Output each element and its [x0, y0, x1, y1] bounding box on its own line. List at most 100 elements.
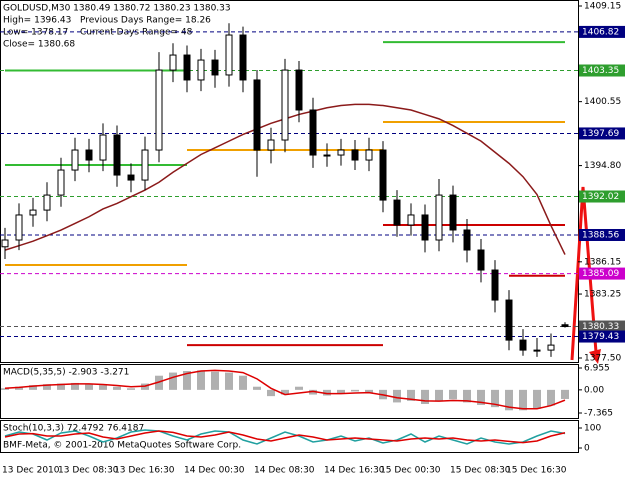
macd-bar: [155, 375, 163, 390]
level-box: [579, 228, 625, 241]
level-box: [579, 190, 625, 203]
macd-bar: [169, 372, 177, 390]
candle-body: [323, 154, 331, 157]
macd-bar: [225, 372, 233, 390]
macd-bar: [337, 389, 345, 393]
macd-bar: [449, 389, 457, 400]
candle-body: [113, 134, 121, 176]
macd-bar: [43, 384, 51, 390]
macd-bar: [435, 389, 443, 401]
candle-body: [183, 54, 191, 81]
candle-body: [379, 149, 387, 201]
footer: BMF-Meta, © 2001-2010 MetaQuotes Softwar…: [3, 441, 241, 451]
candle-body: [239, 34, 247, 81]
level-label: 1379.43: [582, 332, 619, 342]
arrow-head: [589, 349, 601, 364]
level-label: 1380.33: [582, 322, 619, 332]
macd-bar: [239, 375, 247, 390]
macd-bar: [267, 389, 275, 397]
candle-body: [57, 169, 65, 196]
info: High= 1396.43: [3, 16, 71, 26]
macd-bar: [533, 389, 541, 409]
candle-body: [1, 239, 9, 248]
candle-body: [85, 149, 93, 161]
macd-bar: [295, 386, 303, 390]
macd-bar: [57, 383, 65, 390]
main-frame: [0, 0, 579, 363]
x-tick-label: 15 Dec 00:30: [380, 466, 441, 476]
macd-bar: [15, 386, 23, 390]
macd-bar: [211, 371, 219, 390]
y-tick-label: 1400.55: [584, 97, 621, 107]
macd-bar: [505, 389, 513, 411]
candle-body: [43, 194, 51, 211]
candle-body: [29, 209, 37, 216]
candle-body: [449, 194, 457, 231]
level-label: 1397.69: [582, 129, 619, 139]
level-label: 1388.56: [582, 230, 619, 240]
y-tick-label: 100: [584, 424, 601, 434]
candle-body: [365, 149, 373, 161]
y-tick-label: 0: [584, 444, 590, 454]
candle-body: [351, 149, 359, 161]
macd-bar: [393, 389, 401, 403]
stoch-line: [4, 430, 566, 444]
y-tick-label: 1383.25: [584, 290, 621, 300]
level-box: [579, 267, 625, 280]
macd-bar: [547, 389, 555, 406]
macd-bar: [309, 389, 317, 395]
candle-body: [295, 69, 303, 111]
x-tick-label: 15 Dec 16:30: [506, 466, 567, 476]
macd-bar: [113, 386, 121, 390]
arrow: [570, 186, 598, 361]
level-label: 1385.09: [582, 269, 619, 279]
y-tick-label: 1394.80: [584, 161, 621, 171]
candle-body: [519, 339, 527, 351]
candle-body: [155, 69, 163, 151]
candle-body: [141, 149, 149, 181]
candle-body: [197, 59, 205, 81]
level-label: 1403.35: [582, 66, 619, 76]
macd-bar: [477, 389, 485, 405]
stoch-line: [4, 429, 566, 445]
level-box: [579, 330, 625, 343]
candle-body: [547, 344, 555, 351]
macd-bar: [463, 389, 471, 403]
candle-body: [393, 199, 401, 226]
candle-body: [337, 149, 345, 156]
candle-body: [491, 269, 499, 301]
candle-body: [463, 229, 471, 251]
candle-body: [477, 249, 485, 271]
y-tick-label: 1377.50: [584, 354, 621, 364]
y-tick-label: 1409.15: [584, 2, 621, 12]
macd-bar: [365, 389, 373, 393]
macd-bar: [197, 370, 205, 390]
candle-body: [267, 139, 275, 151]
candle-body: [127, 174, 135, 181]
macd-bar: [407, 389, 415, 401]
macd-bar: [561, 389, 569, 399]
macd-title: MACD(5,35,5) -2.903 -3.271: [3, 368, 129, 378]
candle-body: [435, 194, 443, 241]
candle-body: [71, 149, 79, 171]
level-box: [579, 127, 625, 140]
info: Previous Days Range= 18.26: [80, 16, 211, 26]
level-box: [579, 25, 625, 38]
macd-bar: [99, 385, 107, 390]
x-tick-label: 13 Dec 2010: [2, 466, 60, 476]
level-label: 1406.82: [582, 27, 619, 37]
y-tick-label: 1386.15: [584, 257, 621, 267]
macd-bar: [1, 388, 9, 390]
x-tick-label: 13 Dec 16:30: [114, 466, 175, 476]
macd-bar: [127, 388, 135, 390]
macd-bar: [85, 384, 93, 390]
level-box: [579, 64, 625, 77]
y-tick-label: 0.00: [584, 385, 604, 395]
macd-bar: [351, 389, 359, 392]
macd-bar: [491, 389, 499, 408]
info: Current Days Range= 48: [80, 28, 193, 38]
candle-body: [225, 34, 233, 76]
stoch-title: Stoch(10,3,3) 72.4792 76.4187: [3, 424, 144, 434]
macd-bar: [281, 389, 289, 395]
